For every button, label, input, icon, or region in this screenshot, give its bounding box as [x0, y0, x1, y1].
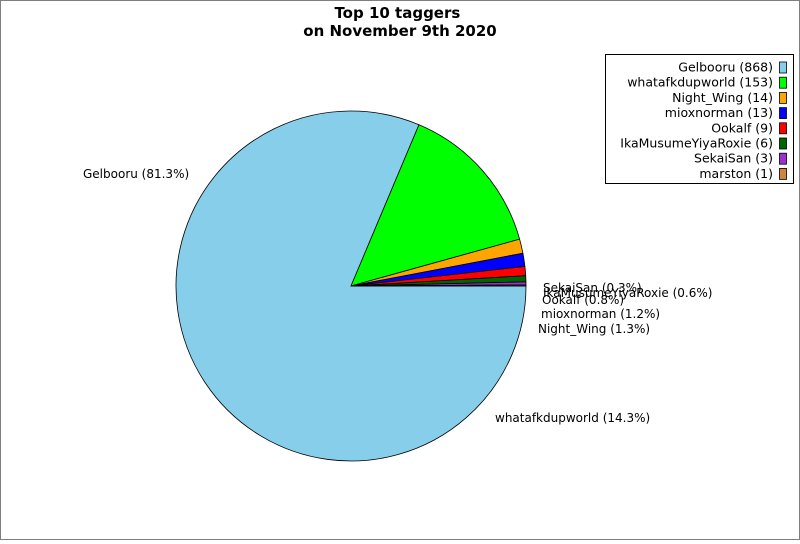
- pie-slice-whatafkdupworld: [350, 124, 521, 287]
- legend-swatch: [779, 122, 787, 135]
- legend-item-sekaisan: SekaiSan (3): [694, 151, 787, 166]
- legend-swatch: [779, 137, 787, 150]
- legend-label: IkaMusumeYiyaRoxie (6): [620, 136, 773, 151]
- pie-slice-labels: Gelbooru (81.3%) whatafkdupworld (14.3%) N…: [83, 167, 712, 425]
- legend-label: mioxnorman (13): [665, 105, 773, 120]
- legend-label: Gelbooru (868): [678, 60, 773, 75]
- slice-label-sekaisan: SekaiSan (0.3%): [543, 281, 642, 295]
- legend-item-night-wing: Night_Wing (14): [672, 90, 787, 105]
- legend-item-gelbooru: Gelbooru (868): [678, 60, 787, 75]
- legend-item-ookalf: Ookalf (9): [711, 120, 787, 135]
- legend-swatch: [779, 92, 787, 104]
- pie-slice-marston: [350, 284, 527, 287]
- legend-swatch: [779, 167, 787, 180]
- pie-slices: [175, 110, 527, 462]
- chart-title-line-2: on November 9th 2020: [303, 22, 496, 40]
- legend-label: Night_Wing (14): [672, 90, 773, 105]
- chart-title-line-1: Top 10 taggers: [334, 4, 460, 22]
- legend-item-mioxnorman: mioxnorman (13): [665, 105, 787, 120]
- legend-box: [605, 54, 794, 184]
- slice-label-night-wing: Night_Wing (1.3%): [538, 322, 650, 336]
- slice-label-ookalf: Ookalf (0.8%): [542, 293, 624, 307]
- legend-item-whatafkdupworld: whatafkdupworld (153): [627, 75, 787, 90]
- legend-swatch: [779, 152, 787, 165]
- legend: Gelbooru (868)whatafkdupworld (153)Night…: [605, 54, 794, 184]
- chart-title: Top 10 taggers on November 9th 2020: [303, 4, 496, 40]
- legend-swatch: [779, 107, 787, 119]
- slice-label-gelbooru: Gelbooru (81.3%): [83, 167, 189, 181]
- legend-swatch: [779, 76, 787, 89]
- slice-label-mioxnorman: mioxnorman (1.2%): [541, 307, 660, 321]
- legend-item-ikamusumeyiyaroxie: IkaMusumeYiyaRoxie (6): [620, 136, 787, 151]
- legend-label: marston (1): [699, 166, 773, 181]
- legend-item-marston: marston (1): [699, 166, 787, 181]
- legend-label: SekaiSan (3): [694, 151, 773, 166]
- legend-swatch: [779, 61, 787, 74]
- slice-label-whatafkdupworld: whatafkdupworld (14.3%): [495, 411, 650, 425]
- legend-label: Ookalf (9): [711, 120, 773, 135]
- legend-label: whatafkdupworld (153): [627, 75, 773, 90]
- slice-label-ikamusumeyiyaroxie: IkaMusumeYiyaRoxie (0.6%): [543, 286, 712, 300]
